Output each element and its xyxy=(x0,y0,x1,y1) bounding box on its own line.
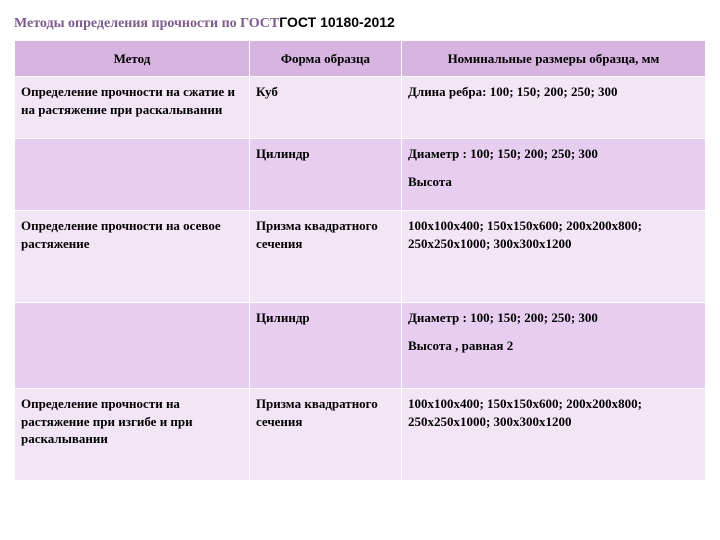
table-header-row: Метод Форма образца Номинальные размеры … xyxy=(15,41,706,77)
header-shape: Форма образца xyxy=(249,41,401,77)
cell-method xyxy=(15,139,250,211)
cell-method: Определение прочности на сжатие и на рас… xyxy=(15,77,250,139)
cell-shape: Цилиндр xyxy=(249,139,401,211)
cell-dims: 100х100х400; 150х150х600; 200х200х800; 2… xyxy=(401,389,705,481)
cell-dims: Диаметр : 100; 150; 200; 250; 300Высота xyxy=(401,139,705,211)
cell-dims: 100х100х400; 150х150х600; 200х200х800; 2… xyxy=(401,211,705,303)
cell-dims: Длина ребра: 100; 150; 200; 250; 300 xyxy=(401,77,705,139)
table-row: Определение прочности на осевое растяжен… xyxy=(15,211,706,303)
table-row: ЦилиндрДиаметр : 100; 150; 200; 250; 300… xyxy=(15,303,706,389)
table-row: ЦилиндрДиаметр : 100; 150; 200; 250; 300… xyxy=(15,139,706,211)
table-row: Определение прочности на растяжение при … xyxy=(15,389,706,481)
cell-shape: Призма квадратного сечения xyxy=(249,389,401,481)
cell-method: Определение прочности на растяжение при … xyxy=(15,389,250,481)
cell-dims: Диаметр : 100; 150; 200; 250; 300Высота … xyxy=(401,303,705,389)
cell-method xyxy=(15,303,250,389)
cell-shape: Призма квадратного сечения xyxy=(249,211,401,303)
title-gost: ГОСТ 10180-2012 xyxy=(279,14,395,30)
cell-shape: Цилиндр xyxy=(249,303,401,389)
title-prefix: Методы определения прочности по ГОСТ xyxy=(14,16,279,31)
methods-table: Метод Форма образца Номинальные размеры … xyxy=(14,40,706,481)
page-title: Методы определения прочности по ГОСТГОСТ… xyxy=(14,14,706,32)
cell-shape: Куб xyxy=(249,77,401,139)
cell-method: Определение прочности на осевое растяжен… xyxy=(15,211,250,303)
header-dims: Номинальные размеры образца, мм xyxy=(401,41,705,77)
header-method: Метод xyxy=(15,41,250,77)
table-row: Определение прочности на сжатие и на рас… xyxy=(15,77,706,139)
table-body: Определение прочности на сжатие и на рас… xyxy=(15,77,706,481)
